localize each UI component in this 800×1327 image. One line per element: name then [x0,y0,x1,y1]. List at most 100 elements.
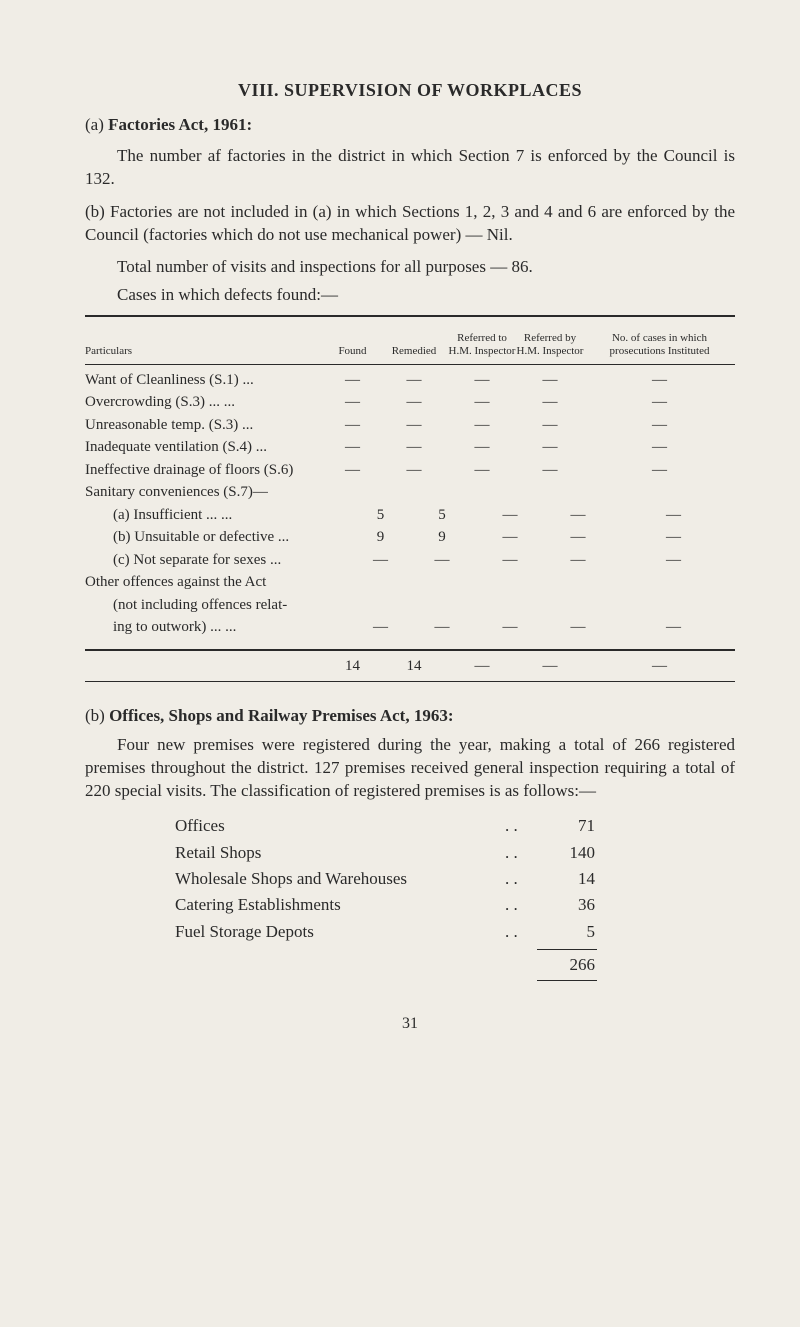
total-rule-top [537,949,597,950]
cell-r1: — [448,436,516,459]
cell-rem: 9 [408,526,476,549]
para-b-1: Four new premises were registered during… [85,734,735,803]
table-body: Want of Cleanliness (S.1) ...—————Overcr… [85,369,735,572]
cell-inst: — [612,616,735,639]
premises-value: 36 [535,892,595,918]
cell-rem: — [380,391,448,414]
cell-rem: — [380,436,448,459]
table-row: Sanitary conveniences (S.7)— [85,481,735,504]
cell-found: — [325,391,380,414]
cell-r1: — [448,414,516,437]
premises-label: Offices [175,813,505,839]
cell-label: Want of Cleanliness (S.1) ... [85,369,325,392]
th-found: Found [325,323,380,358]
premises-total: 266 [535,952,595,978]
cell-found: 5 [353,504,408,527]
cell-rem: — [408,549,476,572]
premises-label: Wholesale Shops and Warehouses [175,866,505,892]
premises-label: Retail Shops [175,840,505,866]
table-row: (b) Unsuitable or defective ...99——— [85,526,735,549]
cell-r1: — [476,616,544,639]
cell-label: (c) Not separate for sexes ... [85,549,353,572]
total-rem: 14 [380,655,448,678]
subsection-a-heading: (a) Factories Act, 1961: [85,115,735,135]
cell-r2: — [516,391,584,414]
table-row: Overcrowding (S.3) ... ...————— [85,391,735,414]
table-row: Want of Cleanliness (S.1) ...————— [85,369,735,392]
cell-label: (not including offences relat- [85,594,353,617]
total-found: 14 [325,655,380,678]
table-row: Unreasonable temp. (S.3) ...————— [85,414,735,437]
section-heading: VIII. SUPERVISION OF WORKPLACES [85,80,735,101]
cell-r1: — [448,459,516,482]
premises-value: 5 [535,919,595,945]
premises-dots: . . [505,813,535,839]
cell-inst: — [612,549,735,572]
cell-label: (a) Insufficient ... ... [85,504,353,527]
premises-label: Fuel Storage Depots [175,919,505,945]
table-row-multi: (not including offences relat- [85,594,735,617]
premises-label: Catering Establishments [175,892,505,918]
cell-found: — [325,369,380,392]
cell-found: — [353,549,408,572]
table-bottom-rule [85,681,735,682]
subsection-b-heading: (b) Offices, Shops and Railway Premises … [85,706,735,726]
subsection-a-label: (a) [85,115,104,134]
table-row-multi: ing to outwork) ... ... — — — — — [85,616,735,639]
cell-r1: — [476,549,544,572]
cell-inst: — [612,504,735,527]
para-a-4: Cases in which defects found:— [85,285,735,305]
premises-row: Retail Shops. .140 [85,840,735,866]
cell-r2: — [516,414,584,437]
cell-r1: — [476,504,544,527]
premises-row: Wholesale Shops and Warehouses. .14 [85,866,735,892]
table-row: Ineffective drainage of floors (S.6)————… [85,459,735,482]
premises-value: 140 [535,840,595,866]
premises-list: Offices. .71Retail Shops. .140Wholesale … [85,813,735,945]
cell-found: — [325,436,380,459]
cell-found: — [325,414,380,437]
cell-label: Overcrowding (S.3) ... ... [85,391,325,414]
cell-r2: — [516,369,584,392]
cell-r2: — [544,504,612,527]
th-instituted: No. of cases in which prosecutions Insti… [584,332,735,358]
th-particulars: Particulars [85,323,325,358]
premises-dots: . . [505,919,535,945]
cell-r2: — [544,616,612,639]
total-inst: — [584,655,735,678]
premises-row: Offices. .71 [85,813,735,839]
premises-row: Fuel Storage Depots. .5 [85,919,735,945]
cell-label: Sanitary conveniences (S.7)— [85,481,325,504]
table-top-rule [85,315,735,317]
premises-row: Catering Establishments. .36 [85,892,735,918]
th-ref-by-hm: Referred by H.M. Inspector [516,332,584,358]
table-totals-row: 14 14 — — — [85,655,735,678]
th-remedied: Remedied [380,323,448,358]
cell-rem: — [408,616,476,639]
para-a-2: (b) Factories are not included in (a) in… [85,201,735,247]
subsection-b-label: (b) [85,706,105,725]
cell-label: Unreasonable temp. (S.3) ... [85,414,325,437]
table-totals-top-rule [85,649,735,651]
cell-rem: — [380,369,448,392]
cell-r1: — [448,369,516,392]
para-a-1: The number af factories in the district … [85,145,735,191]
total-rule-bottom [537,980,597,981]
table-row-multi: Other offences against the Act [85,571,735,594]
table-row: Inadequate ventilation (S.4) ...————— [85,436,735,459]
cell-inst: — [584,436,735,459]
cell-r2: — [544,526,612,549]
cell-label: (b) Unsuitable or defective ... [85,526,353,549]
cell-rem: — [380,414,448,437]
table-header-rule [85,364,735,365]
cell-label: ing to outwork) ... ... [85,616,353,639]
cell-r1: — [448,391,516,414]
premises-value: 71 [535,813,595,839]
page-number: 31 [85,1015,735,1033]
para-a-3: Total number of visits and inspections f… [85,257,735,277]
total-r1: — [448,655,516,678]
cell-found: — [353,616,408,639]
cell-found: 9 [353,526,408,549]
premises-value: 14 [535,866,595,892]
table-row: (c) Not separate for sexes ...————— [85,549,735,572]
